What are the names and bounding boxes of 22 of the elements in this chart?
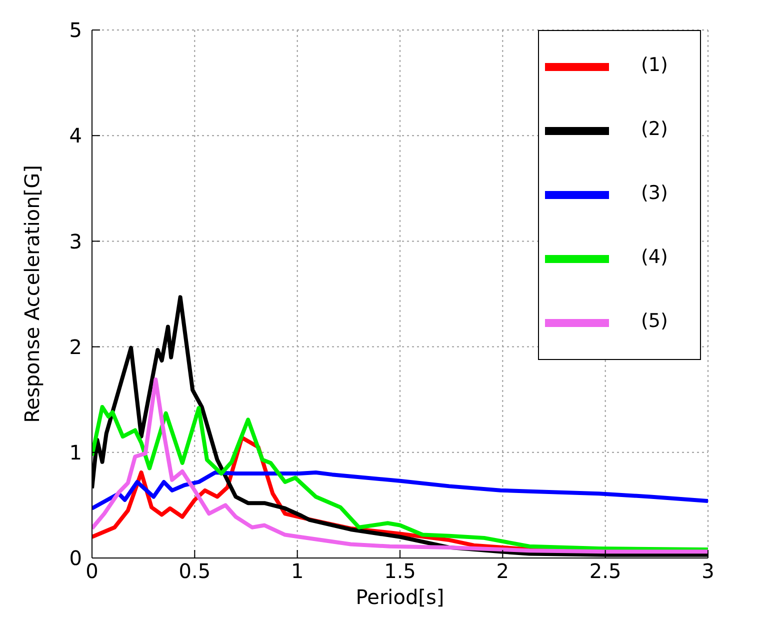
x-tick-label: 1.5 bbox=[384, 559, 416, 584]
y-tick-label: 4 bbox=[69, 124, 82, 148]
line-series bbox=[92, 470, 708, 510]
y-tick-label: 5 bbox=[69, 18, 82, 42]
x-tick-label: 2 bbox=[496, 559, 510, 584]
x-tick-label: 1 bbox=[290, 559, 304, 584]
y-axis-title: Response Acceleration[G] bbox=[20, 165, 44, 423]
x-tick-label: 0 bbox=[86, 559, 98, 584]
x-tick-label: 2.5 bbox=[589, 559, 622, 584]
line-series bbox=[92, 404, 708, 552]
x-tick-label: 3 bbox=[702, 559, 714, 584]
y-tick-label: 2 bbox=[69, 334, 82, 359]
legend-label: (2) bbox=[641, 118, 668, 140]
line-series bbox=[92, 378, 708, 554]
x-tick-label: 0.5 bbox=[178, 559, 211, 584]
legend-label: (4) bbox=[641, 246, 668, 268]
legend-label: (3) bbox=[641, 182, 668, 204]
y-tick-label: 3 bbox=[69, 229, 82, 254]
legend-label: (5) bbox=[641, 310, 668, 332]
legend-label: (1) bbox=[641, 54, 668, 76]
x-axis-title: Period[s] bbox=[356, 585, 444, 609]
y-tick-label: 1 bbox=[69, 440, 82, 464]
